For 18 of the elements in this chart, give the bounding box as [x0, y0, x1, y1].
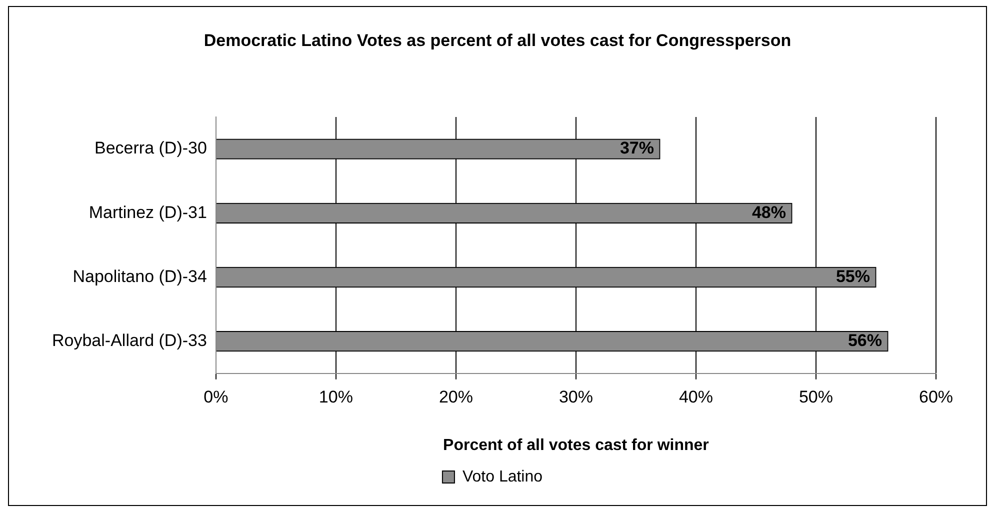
legend-label: Voto Latino: [462, 468, 543, 486]
y-tick-label: Becerra (D)-30: [94, 138, 207, 158]
x-tick-label: 30%: [558, 387, 593, 406]
x-axis-title: Porcent of all votes cast for winner: [443, 436, 709, 454]
chart-title: Democratic Latino Votes as percent of all votes cast for Congressperson: [202, 30, 792, 52]
y-tick-label: Roybal-Allard (D)-33: [52, 331, 207, 350]
y-tick-label: Martinez (D)-31: [88, 202, 207, 222]
y-tick-label: Napolitano (D)-34: [72, 266, 207, 286]
data-label: 48%: [752, 202, 786, 222]
data-label: 56%: [848, 331, 882, 350]
data-label: 37%: [620, 138, 654, 158]
x-tick-label: 0%: [204, 387, 228, 406]
x-tick-label: 40%: [678, 387, 713, 406]
x-tick-label: 50%: [798, 387, 834, 406]
x-tick-label: 10%: [318, 387, 353, 406]
data-label: 55%: [836, 266, 870, 286]
x-tick-label: 60%: [918, 387, 954, 406]
x-tick-label: 20%: [438, 387, 473, 406]
